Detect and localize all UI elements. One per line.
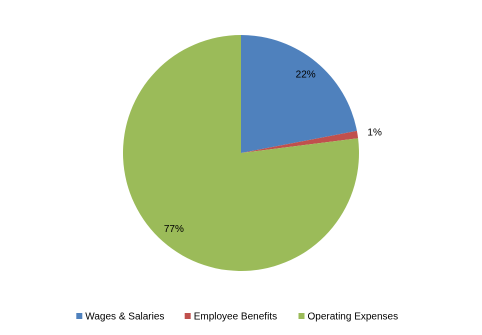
- legend-label: Employee Benefits: [194, 312, 277, 323]
- pie-slice: [241, 35, 357, 153]
- legend-swatch: [76, 313, 83, 319]
- data-label: 1%: [367, 128, 382, 139]
- legend-label: Wages & Salaries: [85, 312, 164, 323]
- pie-slice: [241, 130, 359, 153]
- legend-swatch: [298, 313, 305, 319]
- data-label: 77%: [164, 224, 184, 235]
- legend-swatch: [184, 313, 191, 319]
- data-label: 22%: [296, 69, 316, 80]
- legend-label: Operating Expenses: [308, 312, 399, 323]
- pie-slice: [123, 35, 360, 272]
